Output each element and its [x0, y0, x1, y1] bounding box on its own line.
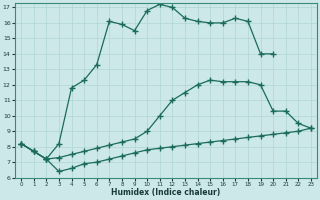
- X-axis label: Humidex (Indice chaleur): Humidex (Indice chaleur): [111, 188, 221, 197]
